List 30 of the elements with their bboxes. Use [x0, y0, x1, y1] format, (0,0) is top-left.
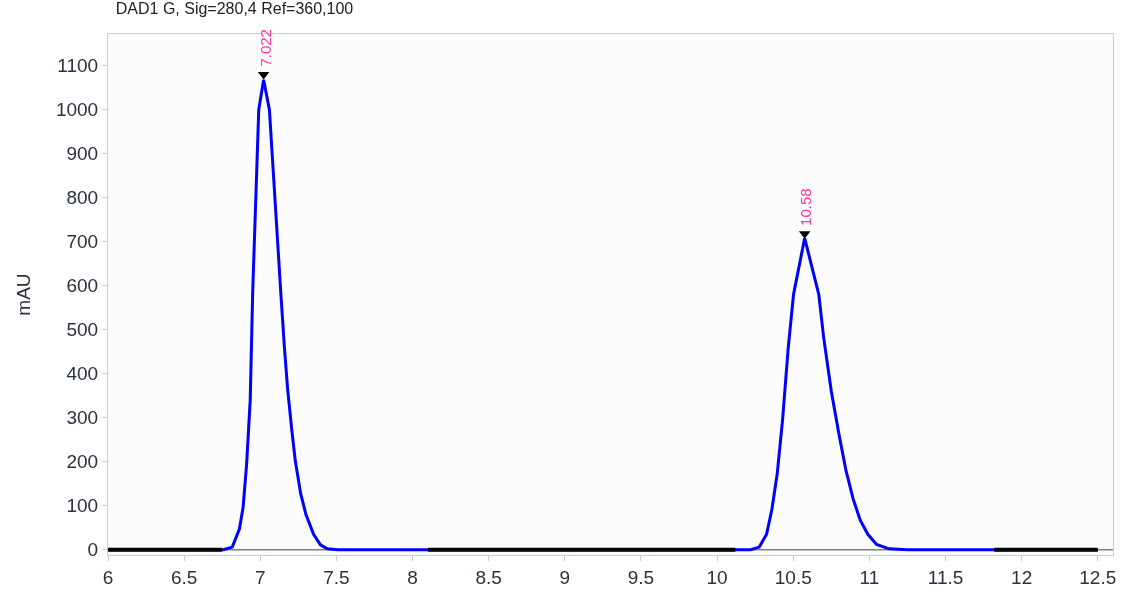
x-tick-label: 9 — [559, 566, 571, 588]
annotation: 7.022 — [256, 29, 274, 67]
y-tick-label: 100 — [66, 495, 99, 517]
x-tick-label: 11.5 — [927, 566, 964, 588]
y-tick-label: 500 — [66, 319, 99, 341]
y-tick-label: 400 — [66, 363, 99, 385]
y-axis-title: mAU — [12, 273, 34, 316]
x-tick-label: 6.5 — [170, 566, 198, 588]
y-tick-label: 200 — [66, 451, 99, 473]
chart-title: DAD1 G, Sig=280,4 Ref=360,100 — [115, 0, 354, 18]
x-tick-label: 9.5 — [627, 566, 655, 588]
x-tick-label: 12.5 — [1079, 566, 1117, 588]
x-tick-label: 11 — [859, 566, 880, 588]
x-tick-label: 7 — [254, 566, 266, 588]
y-tick-label: 300 — [66, 407, 99, 429]
annotation: 10.58 — [797, 188, 815, 226]
x-tick-label: 12 — [1011, 566, 1033, 588]
x-tick-label: 7.5 — [323, 566, 350, 588]
x-tick-label: 10.5 — [774, 566, 812, 588]
x-tick-label: 8 — [407, 566, 418, 588]
y-tick-label: 600 — [66, 275, 99, 297]
y-tick-label: 700 — [66, 231, 99, 253]
x-tick-label: 6 — [102, 566, 114, 588]
x-tick-label: 10 — [706, 566, 728, 588]
y-tick-label: 800 — [66, 187, 99, 209]
y-tick-label: 900 — [66, 143, 99, 165]
y-tick-label: 1100 — [57, 55, 99, 77]
x-tick-label: 8.5 — [475, 566, 502, 588]
y-tick-label: 0 — [87, 539, 99, 561]
y-tick-label: 1000 — [55, 99, 99, 121]
